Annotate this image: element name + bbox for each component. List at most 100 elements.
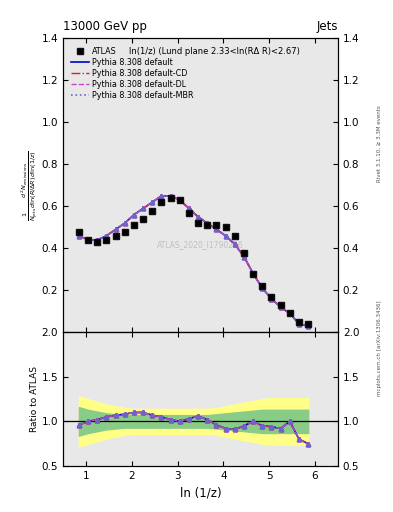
Pythia 8.308 default-CD [187,205,191,211]
Pythia 8.308 default-CD [269,295,274,302]
Pythia 8.308 default-MBR [196,214,200,220]
ATLAS [86,237,90,243]
Pythia 8.308 default-CD [223,232,228,239]
Pythia 8.308 default [288,310,292,316]
Pythia 8.308 default [269,295,274,302]
Pythia 8.308 default-DL [214,226,219,232]
Pythia 8.308 default [214,226,219,232]
Pythia 8.308 default [150,199,155,205]
Text: Rivet 3.1.10, ≥ 3.3M events: Rivet 3.1.10, ≥ 3.3M events [377,105,382,182]
Pythia 8.308 default-CD [278,304,283,310]
Pythia 8.308 default-MBR [269,295,274,302]
Pythia 8.308 default-CD [95,237,100,243]
Text: Jets: Jets [316,20,338,33]
ATLAS [233,232,237,239]
Pythia 8.308 default-MBR [150,199,155,205]
Y-axis label: $\frac{1}{N_{\mathrm{jets}}}\frac{d^2 N_{\mathrm{emissions}}}{d\ln(R/\Delta R)\,: $\frac{1}{N_{\mathrm{jets}}}\frac{d^2 N_… [19,150,40,221]
Pythia 8.308 default-CD [288,310,292,316]
Y-axis label: Ratio to ATLAS: Ratio to ATLAS [29,366,39,432]
Pythia 8.308 default-DL [187,205,191,211]
ATLAS [214,222,219,228]
Pythia 8.308 default-CD [214,226,219,232]
Pythia 8.308 default-DL [104,232,109,239]
Pythia 8.308 default-CD [297,321,301,327]
Pythia 8.308 default-CD [242,253,246,260]
Pythia 8.308 default-MBR [288,310,292,316]
Pythia 8.308 default [223,232,228,239]
Pythia 8.308 default-CD [141,205,145,211]
Pythia 8.308 default-DL [141,205,145,211]
Pythia 8.308 default-CD [233,241,237,247]
ATLAS [306,321,310,327]
Pythia 8.308 default-CD [132,211,136,218]
ATLAS [178,197,182,203]
Pythia 8.308 default-MBR [242,253,246,260]
Pythia 8.308 default-MBR [260,285,265,291]
Pythia 8.308 default-DL [178,197,182,203]
Pythia 8.308 default-MBR [113,226,118,232]
Text: mcplots.cern.ch [arXiv:1306.3436]: mcplots.cern.ch [arXiv:1306.3436] [377,301,382,396]
Pythia 8.308 default-DL [95,237,100,243]
Pythia 8.308 default-DL [233,241,237,247]
Pythia 8.308 default-DL [113,226,118,232]
Pythia 8.308 default [297,321,301,327]
Pythia 8.308 default-MBR [306,323,310,329]
Pythia 8.308 default [168,193,173,199]
Pythia 8.308 default-MBR [187,205,191,211]
Text: 13000 GeV pp: 13000 GeV pp [63,20,147,33]
X-axis label: ln (1/z): ln (1/z) [180,486,221,499]
ATLAS [141,216,145,222]
Pythia 8.308 default [306,323,310,329]
Pythia 8.308 default-MBR [132,211,136,218]
ATLAS [159,199,164,205]
Pythia 8.308 default-CD [306,323,310,329]
Line: Pythia 8.308 default-DL: Pythia 8.308 default-DL [79,196,308,326]
Pythia 8.308 default-DL [278,304,283,310]
Pythia 8.308 default [251,270,255,276]
Pythia 8.308 default-CD [113,226,118,232]
Pythia 8.308 default [260,285,265,291]
Pythia 8.308 default-MBR [77,232,81,239]
ATLAS [95,239,100,245]
ATLAS [251,270,255,276]
Pythia 8.308 default [132,211,136,218]
Line: Pythia 8.308 default-MBR: Pythia 8.308 default-MBR [79,196,308,326]
Pythia 8.308 default [242,253,246,260]
Pythia 8.308 default [278,304,283,310]
Pythia 8.308 default-CD [168,193,173,199]
ATLAS [205,222,210,228]
Text: ln(1/z) (Lund plane 2.33<ln(RΔ R)<2.67): ln(1/z) (Lund plane 2.33<ln(RΔ R)<2.67) [129,47,299,56]
Pythia 8.308 default [205,220,210,226]
Pythia 8.308 default [95,237,100,243]
Pythia 8.308 default-CD [205,220,210,226]
ATLAS [260,283,265,289]
Line: ATLAS: ATLAS [76,195,311,327]
Pythia 8.308 default [86,237,90,243]
ATLAS [278,302,283,308]
Pythia 8.308 default-DL [123,220,127,226]
Pythia 8.308 default-DL [242,253,246,260]
Pythia 8.308 default-CD [123,220,127,226]
Pythia 8.308 default [77,232,81,239]
Pythia 8.308 default-MBR [104,232,109,239]
Pythia 8.308 default-MBR [278,304,283,310]
Pythia 8.308 default [196,214,200,220]
Pythia 8.308 default-MBR [251,270,255,276]
ATLAS [297,319,301,325]
Pythia 8.308 default-DL [260,285,265,291]
ATLAS [196,220,200,226]
Pythia 8.308 default [104,232,109,239]
Pythia 8.308 default-DL [269,295,274,302]
ATLAS [187,209,191,216]
Pythia 8.308 default [233,241,237,247]
ATLAS [242,249,246,255]
Pythia 8.308 default [141,205,145,211]
Pythia 8.308 default-DL [205,220,210,226]
Pythia 8.308 default-DL [297,321,301,327]
Pythia 8.308 default-CD [77,232,81,239]
Pythia 8.308 default [159,193,164,199]
Pythia 8.308 default-CD [260,285,265,291]
Pythia 8.308 default-MBR [159,193,164,199]
Pythia 8.308 default-MBR [223,232,228,239]
Pythia 8.308 default-CD [251,270,255,276]
